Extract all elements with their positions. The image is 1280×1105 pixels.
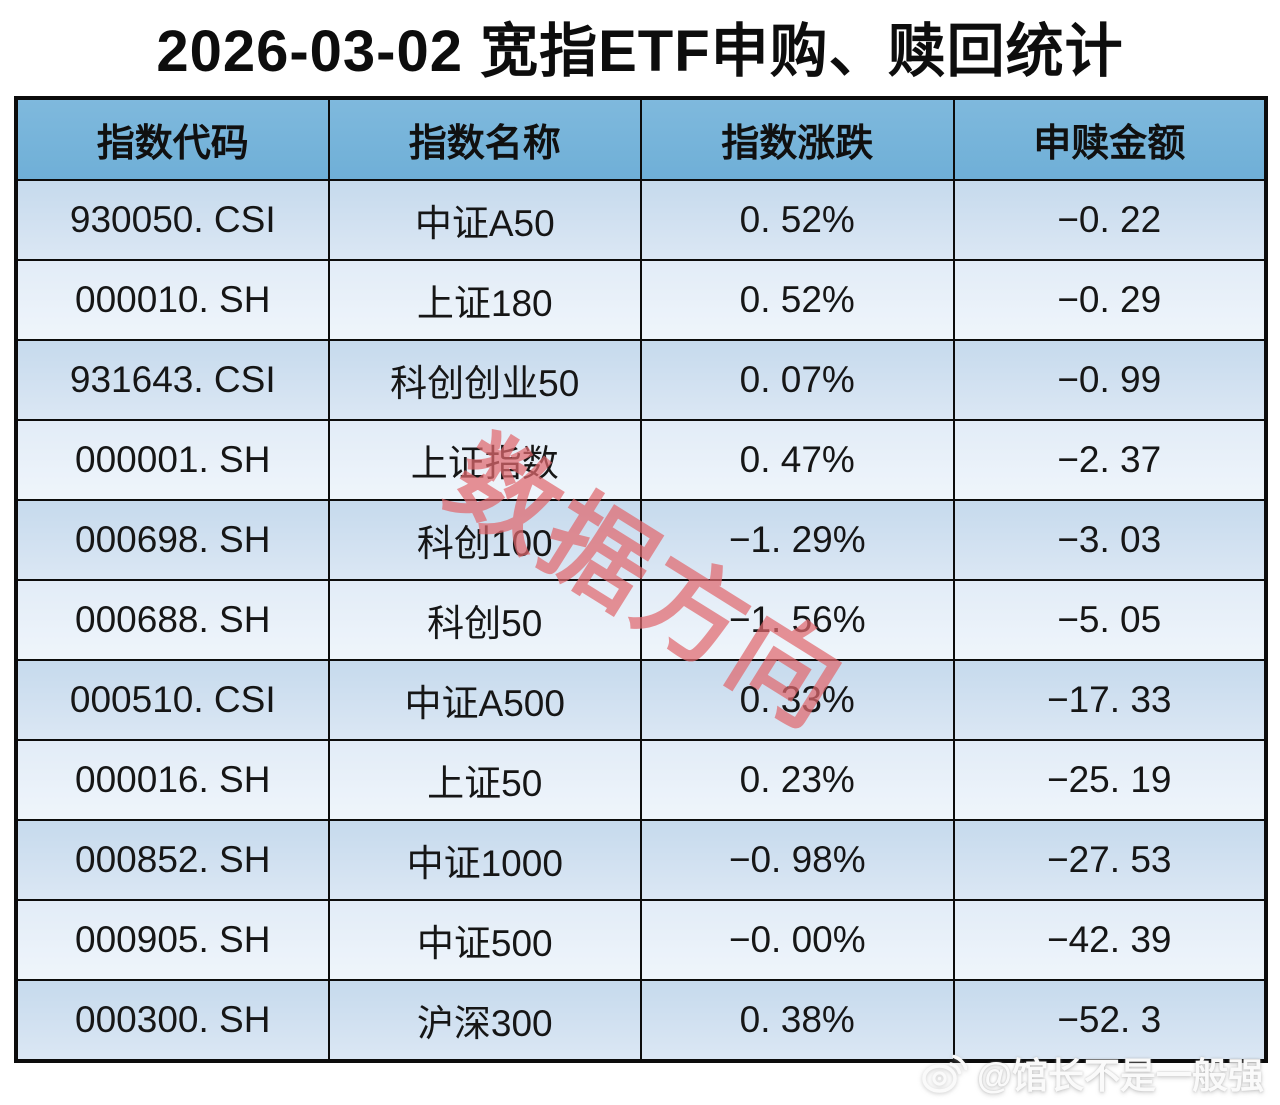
- etf-table: 指数代码 指数名称 指数涨跌 申赎金额 930050. CSI 中证A50 0. 5…: [14, 96, 1268, 1063]
- table-cell: 0. 52%: [640, 259, 955, 341]
- table-cell: 上证50: [327, 739, 642, 821]
- header-amount: 申赎金额: [952, 97, 1267, 181]
- header-index-code: 指数代码: [15, 97, 330, 181]
- table-cell: −27. 53: [952, 819, 1267, 901]
- table-cell: 中证500: [327, 899, 642, 981]
- table-cell: −5. 05: [952, 579, 1267, 661]
- table-row: 000010. SH 上证180 0. 52% −0. 29: [15, 259, 1267, 341]
- table-cell: 0. 47%: [640, 419, 955, 501]
- table-body: 930050. CSI 中证A50 0. 52% −0. 22 000010. SH 上证…: [15, 179, 1267, 1062]
- credit-text: @馆长不是一般强: [976, 1055, 1264, 1096]
- table-cell: 科创50: [327, 579, 642, 661]
- table-cell: −3. 03: [952, 499, 1267, 581]
- table-cell: 科创100: [327, 499, 642, 581]
- table-cell: −0. 22: [952, 179, 1267, 261]
- table-cell: −0. 29: [952, 259, 1267, 341]
- header-index-name: 指数名称: [327, 97, 642, 181]
- table-cell: −1. 29%: [640, 499, 955, 581]
- table-cell: 0. 52%: [640, 179, 955, 261]
- table-cell: −17. 33: [952, 659, 1267, 741]
- table-cell: 中证A500: [327, 659, 642, 741]
- table-cell: 000016. SH: [15, 739, 330, 821]
- table-header: 指数代码 指数名称 指数涨跌 申赎金额: [15, 97, 1267, 181]
- table-cell: 中证1000: [327, 819, 642, 901]
- table-cell: 000905. SH: [15, 899, 330, 981]
- table-row: 000300. SH 沪深300 0. 38% −52. 3: [15, 979, 1267, 1062]
- table-cell: 000510. CSI: [15, 659, 330, 741]
- table-cell: 0. 38%: [640, 979, 955, 1062]
- table-cell: 000688. SH: [15, 579, 330, 661]
- table-row: 000905. SH 中证500 −0. 00% −42. 39: [15, 899, 1267, 981]
- table-cell: 0. 07%: [640, 339, 955, 421]
- table-cell: −52. 3: [952, 979, 1267, 1062]
- table-cell: −0. 99: [952, 339, 1267, 421]
- table-cell: 科创创业50: [327, 339, 642, 421]
- table-cell: 沪深300: [327, 979, 642, 1062]
- table-cell: −42. 39: [952, 899, 1267, 981]
- table-cell: 上证180: [327, 259, 642, 341]
- credit-watermark: @馆长不是一般强: [921, 1047, 1264, 1099]
- table-cell: 0. 23%: [640, 739, 955, 821]
- table-cell: −0. 00%: [640, 899, 955, 981]
- table-cell: 000001. SH: [15, 419, 330, 501]
- table-cell: 000300. SH: [15, 979, 330, 1062]
- table-row: 000852. SH 中证1000 −0. 98% −27. 53: [15, 819, 1267, 901]
- table-cell: −1. 56%: [640, 579, 955, 661]
- table-row: 000016. SH 上证50 0. 23% −25. 19: [15, 739, 1267, 821]
- table-row: 930050. CSI 中证A50 0. 52% −0. 22: [15, 179, 1267, 261]
- table-cell: 0. 33%: [640, 659, 955, 741]
- table-cell: 000010. SH: [15, 259, 330, 341]
- table-cell: 000698. SH: [15, 499, 330, 581]
- table-cell: −0. 98%: [640, 819, 955, 901]
- table-row: 000698. SH 科创100 −1. 29% −3. 03: [15, 499, 1267, 581]
- table-row: 000510. CSI 中证A500 0. 33% −17. 33: [15, 659, 1267, 741]
- table-row: 000688. SH 科创50 −1. 56% −5. 05: [15, 579, 1267, 661]
- header-row: 指数代码 指数名称 指数涨跌 申赎金额: [15, 97, 1267, 181]
- weibo-icon: [922, 1054, 967, 1093]
- page-title: 2026-03-02 宽指ETF申购、赎回统计: [156, 19, 1124, 84]
- table-cell: −2. 37: [952, 419, 1267, 501]
- table-row: 931643. CSI 科创创业50 0. 07% −0. 99: [15, 339, 1267, 421]
- header-index-change: 指数涨跌: [640, 97, 955, 181]
- table-cell: 中证A50: [327, 179, 642, 261]
- table-cell: 000852. SH: [15, 819, 330, 901]
- table-cell: 931643. CSI: [15, 339, 330, 421]
- table-cell: 930050. CSI: [15, 179, 330, 261]
- table-cell: 上证指数: [327, 419, 642, 501]
- table-row: 000001. SH 上证指数 0. 47% −2. 37: [15, 419, 1267, 501]
- table-cell: −25. 19: [952, 739, 1267, 821]
